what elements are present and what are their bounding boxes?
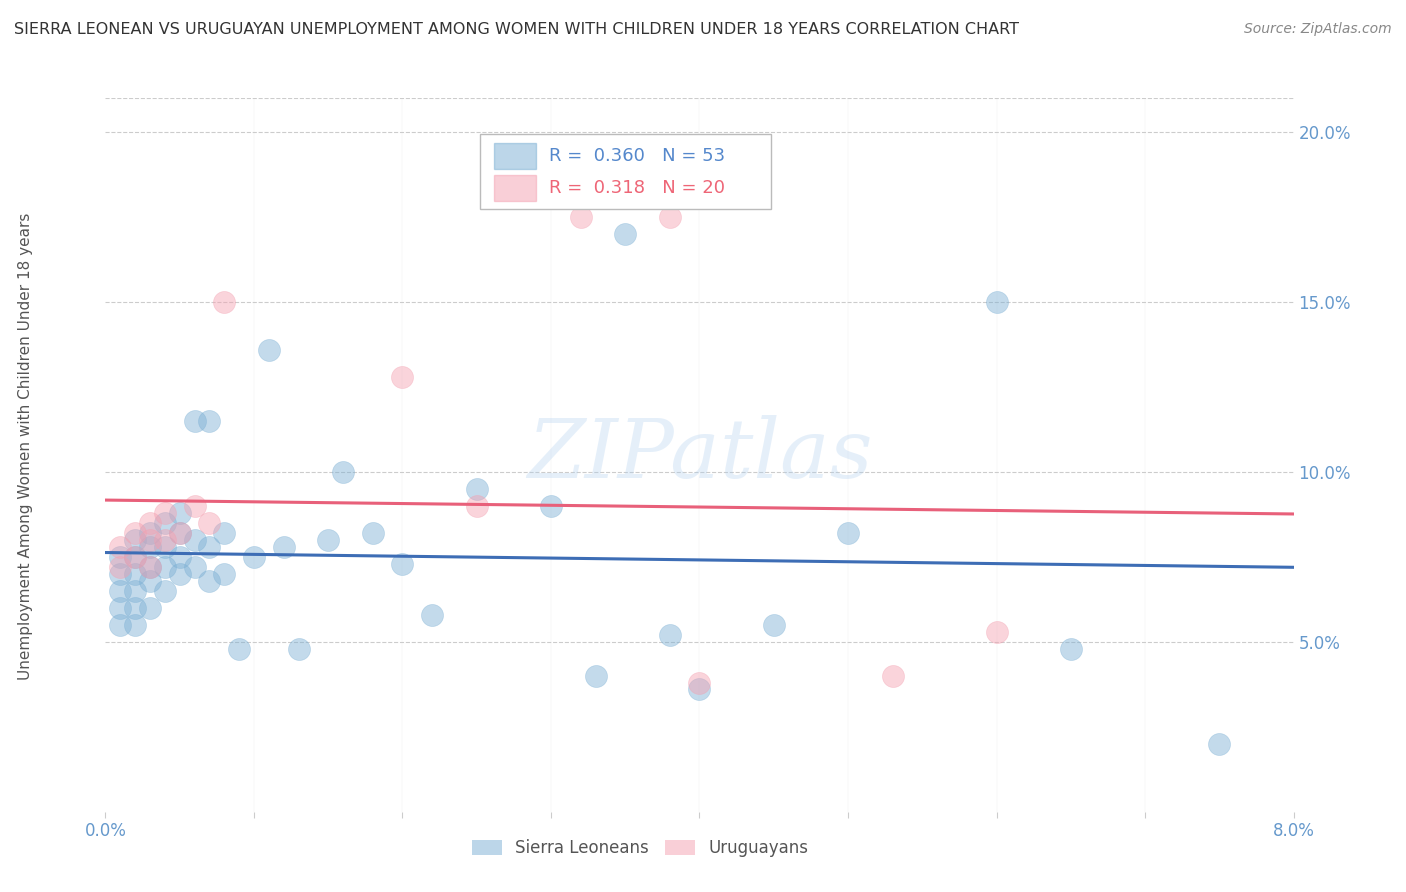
Point — [198, 516, 221, 530]
Point — [110, 566, 132, 581]
Point — [257, 343, 280, 357]
Point — [124, 533, 146, 547]
Point — [228, 641, 250, 656]
Point — [658, 210, 681, 224]
Point — [837, 526, 859, 541]
Point — [214, 566, 236, 581]
Point — [198, 574, 221, 588]
Point — [391, 369, 413, 384]
Point — [183, 560, 205, 574]
Point — [139, 516, 162, 530]
Text: R =  0.318   N = 20: R = 0.318 N = 20 — [548, 178, 724, 197]
Text: Source: ZipAtlas.com: Source: ZipAtlas.com — [1244, 22, 1392, 37]
Point — [110, 617, 132, 632]
Point — [689, 682, 711, 697]
Point — [986, 624, 1008, 639]
Point — [614, 227, 637, 241]
Point — [689, 675, 711, 690]
Point — [986, 295, 1008, 310]
Text: ZIPatlas: ZIPatlas — [527, 415, 872, 495]
Point — [153, 516, 176, 530]
Point — [658, 628, 681, 642]
FancyBboxPatch shape — [494, 144, 536, 169]
Point — [420, 607, 443, 622]
Point — [124, 526, 146, 541]
Point — [183, 414, 205, 428]
Point — [569, 210, 592, 224]
Point — [169, 506, 191, 520]
Point — [1208, 737, 1230, 751]
Point — [243, 549, 266, 564]
Point — [316, 533, 339, 547]
Point — [169, 526, 191, 541]
Point — [110, 549, 132, 564]
Point — [1060, 641, 1083, 656]
Point — [391, 557, 413, 571]
Point — [273, 540, 295, 554]
Point — [139, 574, 162, 588]
Point — [762, 617, 785, 632]
FancyBboxPatch shape — [479, 134, 770, 209]
Point — [153, 540, 176, 554]
Point — [139, 540, 162, 554]
Point — [585, 669, 607, 683]
Point — [139, 526, 162, 541]
Point — [153, 533, 176, 547]
Point — [882, 669, 904, 683]
Point — [139, 533, 162, 547]
Point — [287, 641, 309, 656]
Point — [124, 549, 146, 564]
Point — [124, 549, 146, 564]
Point — [214, 295, 236, 310]
Point — [214, 526, 236, 541]
Point — [139, 600, 162, 615]
Text: SIERRA LEONEAN VS URUGUAYAN UNEMPLOYMENT AMONG WOMEN WITH CHILDREN UNDER 18 YEAR: SIERRA LEONEAN VS URUGUAYAN UNEMPLOYMENT… — [14, 22, 1019, 37]
Point — [124, 600, 146, 615]
Point — [153, 560, 176, 574]
Point — [110, 583, 132, 598]
Point — [465, 482, 488, 496]
Text: R =  0.360   N = 53: R = 0.360 N = 53 — [548, 147, 724, 165]
Point — [169, 549, 191, 564]
Point — [465, 499, 488, 513]
Point — [361, 526, 384, 541]
Point — [124, 583, 146, 598]
Text: Unemployment Among Women with Children Under 18 years: Unemployment Among Women with Children U… — [18, 212, 32, 680]
Legend: Sierra Leoneans, Uruguayans: Sierra Leoneans, Uruguayans — [465, 833, 815, 864]
Point — [110, 540, 132, 554]
Point — [198, 540, 221, 554]
Point — [183, 533, 205, 547]
Point — [183, 499, 205, 513]
Point — [153, 506, 176, 520]
Point — [169, 526, 191, 541]
Point — [124, 566, 146, 581]
FancyBboxPatch shape — [494, 175, 536, 201]
Point — [110, 560, 132, 574]
Point — [169, 566, 191, 581]
Point — [124, 617, 146, 632]
Point — [540, 499, 562, 513]
Point — [139, 560, 162, 574]
Point — [198, 414, 221, 428]
Point — [110, 600, 132, 615]
Point — [153, 583, 176, 598]
Point — [139, 560, 162, 574]
Point — [332, 465, 354, 479]
